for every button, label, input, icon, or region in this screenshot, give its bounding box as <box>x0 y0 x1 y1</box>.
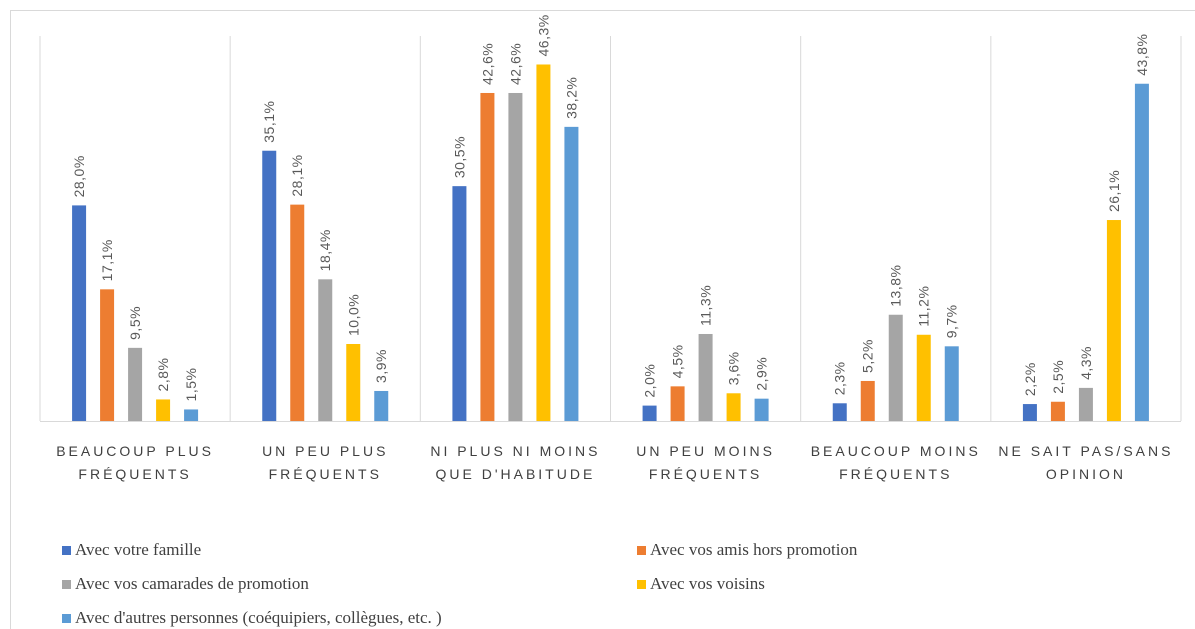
value-label: 2,5% <box>1050 360 1066 394</box>
value-label: 11,2% <box>916 286 932 327</box>
bar <box>1022 404 1037 421</box>
bar <box>916 334 931 421</box>
value-label: 35,1% <box>261 101 277 143</box>
x-tick-label: NI PLUS NI MOINS QUE D'HABITUDE <box>430 443 601 482</box>
chart-border <box>10 10 1195 629</box>
value-label: 4,5% <box>670 344 686 378</box>
legend-swatch <box>62 580 71 589</box>
bar <box>100 289 115 421</box>
value-label: 1,5% <box>183 368 199 402</box>
legend-item: Avec votre famille <box>62 540 201 560</box>
bar <box>944 346 959 421</box>
value-label: 42,6% <box>507 43 523 85</box>
value-label: 38,2% <box>563 77 579 119</box>
value-label: 3,9% <box>373 349 389 383</box>
value-label: 43,8% <box>1134 34 1150 76</box>
bar <box>156 399 171 421</box>
value-label: 3,6% <box>726 351 742 385</box>
value-label: 18,4% <box>317 229 333 271</box>
value-label: 28,0% <box>71 155 87 197</box>
value-label: 9,7% <box>944 304 960 338</box>
bar <box>290 204 305 421</box>
legend-swatch <box>637 580 646 589</box>
bar <box>452 186 467 421</box>
bar <box>128 347 143 421</box>
legend-label: Avec d'autres personnes (coéquipiers, co… <box>75 608 442 627</box>
bar <box>480 92 495 421</box>
value-label: 11,3% <box>698 285 714 326</box>
value-label: 10,0% <box>345 294 361 336</box>
bar <box>832 403 847 421</box>
bar <box>1106 220 1121 421</box>
value-label: 13,8% <box>888 265 904 307</box>
value-label: 2,3% <box>832 361 848 395</box>
bar <box>508 92 523 421</box>
bar <box>1050 401 1065 421</box>
bar <box>726 393 741 421</box>
value-label: 5,2% <box>860 339 876 373</box>
bar <box>698 333 713 421</box>
value-label: 2,9% <box>754 357 770 391</box>
bar <box>564 126 579 422</box>
value-label: 2,0% <box>642 364 658 398</box>
legend-item: Avec vos camarades de promotion <box>62 574 309 594</box>
bar <box>346 344 361 421</box>
value-label: 2,8% <box>155 358 171 392</box>
bar <box>536 64 551 422</box>
value-label: 2,2% <box>1022 362 1038 396</box>
x-tick-label: UN PEU PLUS FRÉQUENTS <box>262 443 389 482</box>
value-label: 46,3% <box>535 14 551 56</box>
value-label: 4,3% <box>1078 346 1094 380</box>
bar <box>184 409 199 421</box>
value-label: 17,1% <box>99 239 115 281</box>
legend-swatch <box>62 546 71 555</box>
bar <box>262 150 277 422</box>
bar <box>1134 83 1149 422</box>
bar <box>374 390 389 421</box>
value-label: 42,6% <box>479 43 495 85</box>
legend-label: Avec vos voisins <box>650 574 765 593</box>
bar <box>888 314 903 421</box>
bar <box>72 205 87 421</box>
legend-item: Avec vos amis hors promotion <box>637 540 857 560</box>
legend-swatch <box>62 614 71 623</box>
x-tick-label: BEAUCOUP PLUS FRÉQUENTS <box>56 443 214 482</box>
bar <box>318 279 333 421</box>
legend-label: Avec votre famille <box>75 540 202 559</box>
bar <box>642 405 657 421</box>
legend-label: Avec vos amis hors promotion <box>650 540 858 559</box>
value-label: 9,5% <box>127 306 143 340</box>
bar <box>754 398 769 421</box>
bar <box>670 386 685 421</box>
bar <box>860 380 875 421</box>
value-label: 28,1% <box>289 154 305 196</box>
x-tick-label: NE SAIT PAS/SANS OPINION <box>998 443 1174 482</box>
value-label: 26,1% <box>1106 170 1122 212</box>
bar <box>1078 387 1093 421</box>
x-tick-label: UN PEU MOINS FRÉQUENTS <box>636 443 775 482</box>
x-tick-label: BEAUCOUP MOINS FRÉQUENTS <box>810 443 981 482</box>
value-label: 30,5% <box>451 136 467 178</box>
legend-item: Avec vos voisins <box>637 574 765 594</box>
legend-item: Avec d'autres personnes (coéquipiers, co… <box>62 608 442 628</box>
legend-label: Avec vos camarades de promotion <box>75 574 309 593</box>
legend-swatch <box>637 546 646 555</box>
